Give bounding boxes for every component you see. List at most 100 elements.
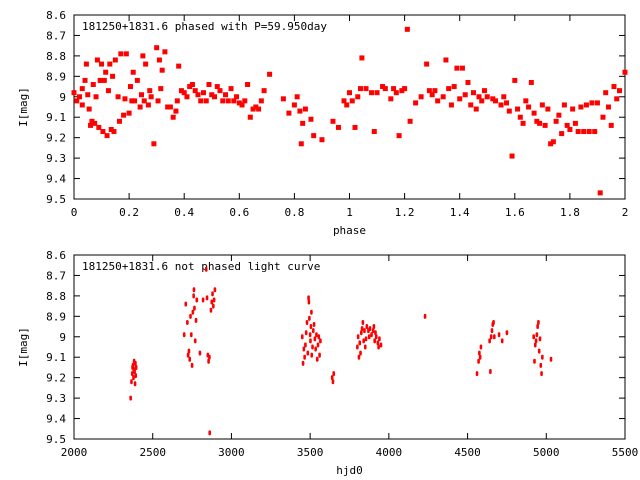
unphased-data-point [534, 338, 538, 344]
phased-data-point [147, 88, 153, 94]
phased-data-point [77, 94, 83, 100]
unphased-data-point [307, 295, 310, 301]
phased-data-point [253, 104, 259, 110]
phased-x-tick-label: 2 [622, 206, 629, 219]
phased-data-point [504, 100, 510, 106]
unphased-data-point [192, 293, 195, 299]
phased-data-point [92, 120, 98, 126]
unphased-data-point [535, 332, 539, 338]
phased-data-point [556, 112, 562, 118]
phased-data-point [90, 82, 96, 88]
phased-data-point [559, 131, 565, 137]
phased-data-point [141, 98, 147, 104]
phased-data-point [129, 98, 135, 104]
phased-data-point [170, 114, 176, 120]
phased-data-point [198, 98, 204, 104]
phased-x-tick-label: 0.8 [284, 206, 304, 219]
phased-data-point [280, 96, 286, 102]
unphased-data-point [492, 319, 495, 325]
phased-data-point [97, 77, 103, 83]
phased-data-point [534, 118, 540, 124]
unphased-data-point [134, 364, 138, 370]
unphased-data-point [133, 369, 136, 375]
phased-data-point [234, 94, 240, 100]
unphased-data-point [537, 348, 541, 354]
phased-data-point [122, 96, 128, 102]
phased-data-point [578, 104, 584, 110]
phased-data-point [258, 98, 264, 104]
unphased-data-point [356, 344, 359, 350]
unphased-data-point [500, 338, 504, 344]
phased-data-point [223, 92, 229, 98]
phased-data-point [134, 77, 140, 83]
unphased-data-point [314, 346, 317, 352]
phased-data-point [138, 92, 144, 98]
phased-data-point [297, 108, 303, 114]
unphased-data-point [364, 336, 368, 342]
phased-data-point [176, 63, 182, 69]
phased-data-point [154, 45, 160, 51]
phased-data-point [79, 86, 85, 92]
phased-data-point [586, 129, 592, 135]
phased-data-point [126, 110, 132, 116]
unphased-data-point [367, 334, 371, 340]
phased-data-point [212, 94, 218, 100]
phased-data-point [371, 129, 377, 135]
unphased-data-point [363, 328, 366, 334]
phased-data-point [256, 106, 262, 112]
phased-y-tick-label: 8.6 [46, 9, 66, 22]
unphased-chart-title: 181250+1831.6 not phased light curve [82, 260, 320, 273]
phased-data-point [592, 129, 598, 135]
unphased-data-point [212, 297, 216, 303]
phased-data-point [594, 100, 600, 106]
unphased-data-point [208, 354, 211, 360]
unphased-data-point [357, 354, 361, 360]
phased-data-point [391, 86, 397, 92]
unphased-data-point [210, 299, 214, 305]
phased-data-point [443, 57, 449, 63]
unphased-data-point [479, 344, 483, 350]
phased-data-point [515, 106, 521, 112]
unphased-data-point [191, 309, 195, 315]
phased-data-point [358, 86, 364, 92]
unphased-data-point [377, 344, 380, 350]
unphased-data-point [376, 340, 380, 346]
phased-data-point [493, 98, 499, 104]
unphased-data-point [361, 319, 365, 325]
phased-data-point [178, 88, 184, 94]
unphased-data-point [540, 371, 543, 377]
phased-data-point [465, 79, 471, 85]
phased-data-point [94, 57, 100, 63]
phased-y-tick-label: 9.4 [46, 173, 66, 186]
phased-data-point [174, 98, 180, 104]
phased-data-point [462, 92, 468, 98]
phased-data-point [93, 94, 99, 100]
phased-data-point [104, 133, 110, 139]
unphased-data-point [541, 354, 544, 360]
phased-data-point [597, 190, 603, 196]
phased-data-point [424, 61, 430, 67]
unphased-data-point [497, 332, 501, 338]
unphased-data-point [478, 350, 481, 356]
phased-data-point [127, 84, 133, 90]
phased-data-point [413, 100, 419, 106]
phased-data-point [103, 69, 109, 75]
unphased-data-point [318, 352, 321, 358]
phased-data-point [369, 90, 375, 96]
unphased-y-tick-label: 8.8 [46, 290, 66, 303]
phased-data-point [583, 102, 589, 108]
unphased-data-point [356, 334, 360, 340]
unphased-data-point [305, 319, 309, 325]
unphased-data-point [363, 344, 367, 350]
phased-data-point [330, 118, 336, 124]
unphased-y-axis-label: I[mag] [17, 327, 30, 367]
unphased-data-point [129, 395, 132, 401]
unphased-data-point [315, 356, 319, 362]
phased-data-point [457, 96, 463, 102]
unphased-data-point [549, 356, 553, 362]
phased-data-point [228, 86, 234, 92]
unphased-data-point [316, 342, 320, 348]
unphased-data-point [493, 334, 496, 340]
phased-data-point [506, 108, 512, 114]
phased-data-point [468, 102, 474, 108]
